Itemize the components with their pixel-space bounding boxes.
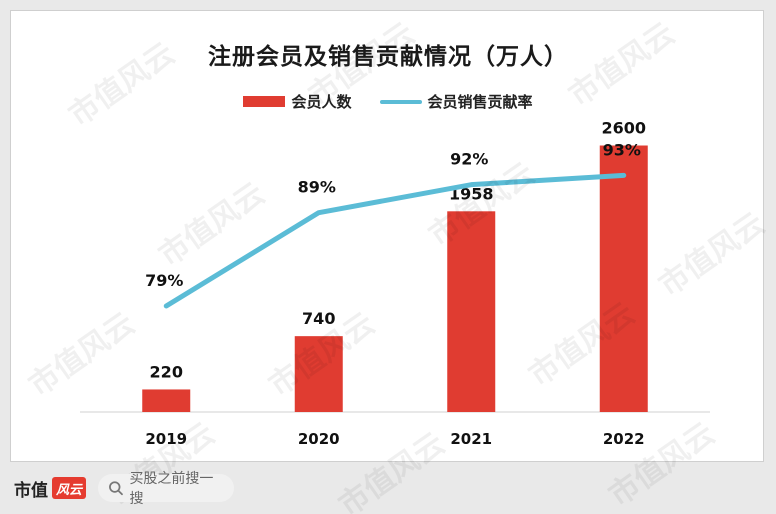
chart-title: 注册会员及销售贡献情况（万人） [208,44,568,70]
search-placeholder: 买股之前搜一搜 [129,471,214,507]
bar-value-label-2020: 740 [302,309,335,328]
line-value-label-2020: 89% [298,178,336,197]
legend-line-swatch [379,99,422,104]
brand-logo-text: 市值 [14,480,48,501]
legend-item-bar: 会员人数 [243,91,352,112]
legend-line-label: 会员销售贡献率 [427,93,533,111]
footer-bar: 市值 风云 买股之前搜一搜 [0,462,776,514]
brand-logo: 市值 风云 [14,476,86,501]
line-series-contribution [163,172,627,309]
legend-bar-label: 会员人数 [291,93,352,111]
bar-2020 [294,336,343,412]
x-tick-label-2020: 2020 [298,430,340,448]
search-input[interactable]: 买股之前搜一搜 [98,471,234,507]
x-tick-label-2022: 2022 [603,430,645,448]
chart-legend: 会员人数 会员销售贡献率 [11,91,765,112]
line-value-label-2021: 92% [450,150,488,169]
search-icon [109,481,123,496]
bar-value-label-2022: 2600 [601,119,646,138]
x-tick-label-2021: 2021 [450,430,492,448]
legend-bar-swatch [243,96,286,107]
bar-value-label-2019: 220 [150,362,183,381]
line-value-label-2019: 79% [145,271,183,290]
x-tick-label-2019: 2019 [145,430,187,448]
legend-item-line: 会员销售贡献率 [379,91,533,112]
brand-logo-mark: 风云 [52,477,86,499]
bar-2022 [599,145,648,412]
line-value-label-2022: 93% [603,140,641,159]
bar-2021 [447,211,496,412]
bar-2019 [142,389,191,412]
